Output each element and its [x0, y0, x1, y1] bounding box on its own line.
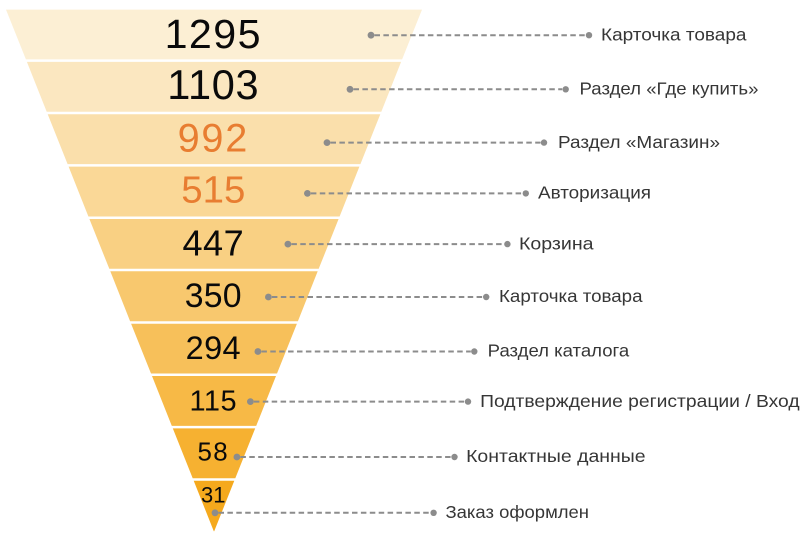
- svg-text:350: 350: [185, 277, 242, 315]
- svg-text:294: 294: [186, 330, 241, 366]
- svg-text:Раздел каталога: Раздел каталога: [488, 341, 630, 361]
- svg-text:Авторизация: Авторизация: [538, 183, 651, 203]
- svg-text:1295: 1295: [165, 11, 262, 57]
- svg-text:Контактные данные: Контактные данные: [466, 446, 646, 466]
- svg-text:Карточка товара: Карточка товара: [601, 24, 747, 44]
- svg-text:Карточка товара: Карточка товара: [499, 286, 643, 306]
- svg-text:447: 447: [182, 223, 244, 264]
- svg-text:Подтверждение регистрации / Вх: Подтверждение регистрации / Вход: [480, 391, 800, 411]
- svg-text:Раздел «Магазин»: Раздел «Магазин»: [558, 132, 720, 152]
- svg-text:Раздел «Где купить»: Раздел «Где купить»: [580, 79, 759, 99]
- svg-text:1103: 1103: [167, 61, 259, 108]
- svg-text:Заказ оформлен: Заказ оформлен: [446, 502, 590, 522]
- svg-text:Корзина: Корзина: [519, 233, 594, 253]
- svg-text:515: 515: [181, 169, 245, 212]
- svg-text:58: 58: [197, 439, 229, 467]
- svg-text:992: 992: [178, 116, 249, 160]
- svg-text:115: 115: [189, 386, 237, 418]
- svg-text:31: 31: [201, 482, 225, 507]
